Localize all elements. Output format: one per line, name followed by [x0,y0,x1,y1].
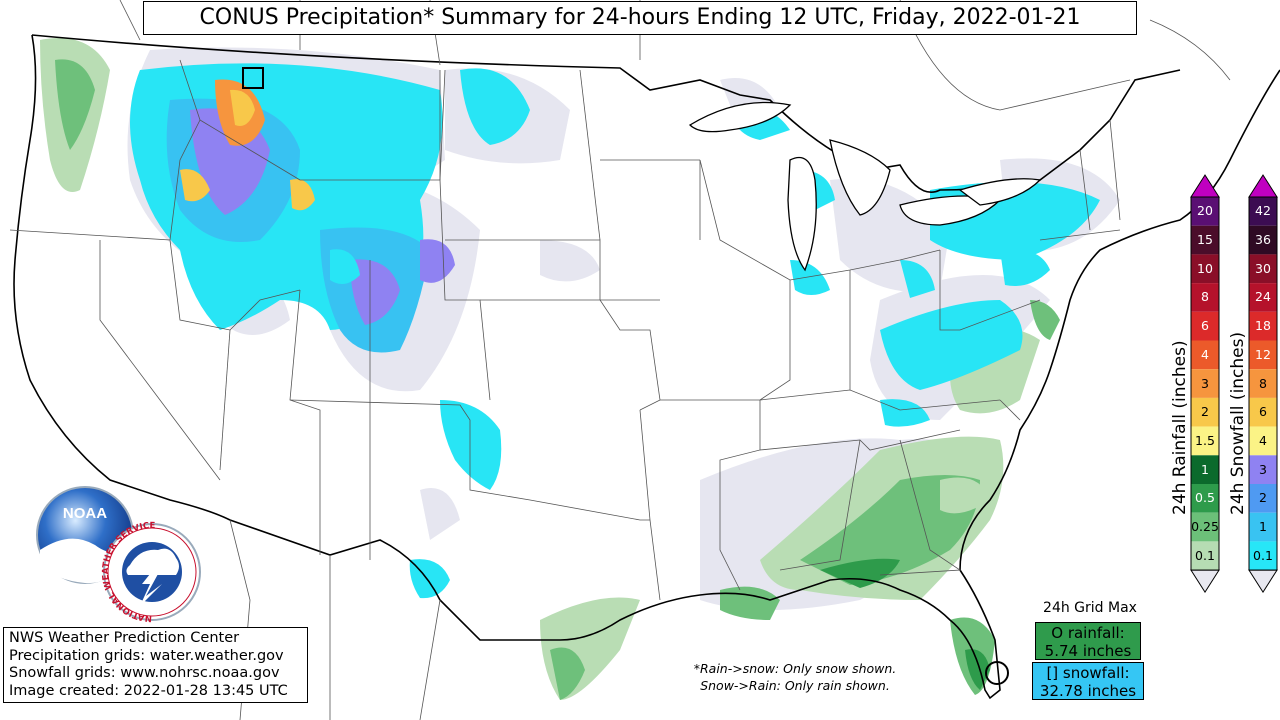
grid-max-snowfall-label: [] snowfall: [1046,664,1130,682]
credit-line-wpc: NWS Weather Prediction Center [9,630,240,646]
rainfall-scale-swatch [1191,340,1219,370]
snowfall-scale-tick-label: 36 [1255,232,1271,248]
snowfall-scale-swatch [1249,512,1277,542]
snowfall-scale-top-arrow [1248,174,1278,198]
snowfall-scale-tick-label: 2 [1259,490,1267,506]
grid-max-rainfall-value: 5.74 inches [1044,642,1132,660]
grid-max-rainfall-label: O rainfall: [1051,624,1125,642]
snowfall-scale-tick-label: 18 [1255,318,1271,334]
snowfall-scale-tick-label: 4 [1259,432,1267,448]
note-line-2: Snow->Rain: Only rain shown. [700,678,890,693]
credit-line-snow-source: Snowfall grids: www.nohrsc.noaa.gov [9,665,280,681]
credit-line-created: Image created: 2022-01-28 13:45 UTC [9,682,288,699]
state-borders [9,59,1121,601]
snowfall-scale-swatch [1249,426,1277,456]
rainfall-scale-bottom-arrow [1190,569,1220,594]
great-lakes [688,101,1042,272]
rainfall-scale-swatch [1191,311,1219,341]
snowfall-scale-swatch [1249,397,1277,427]
rainfall-scale-tick-label: 0.25 [1191,519,1219,535]
rainfall-scale-frame [1190,196,1220,571]
snowfall-scale-tick-label: 1 [1259,519,1267,535]
rainfall-scale-tick-label: 6 [1201,318,1209,334]
rainfall-scale-swatch [1191,541,1219,571]
rainfall-scale-swatch [1191,397,1219,427]
snowfall-scale-tick-label: 3 [1259,461,1267,477]
snowfall-scale-tick-label: 12 [1255,346,1271,362]
rainfall-scale-tick-label: 0.5 [1195,490,1215,506]
rainfall-scale-tick-label: 2 [1201,404,1209,420]
snowfall-scale-tick-label: 30 [1255,260,1271,276]
snowfall-max-marker [242,67,264,89]
snowfall-scale-swatch [1249,455,1277,484]
snowfall-scale-svg [1248,174,1278,594]
rainfall-scale-tick-label: 4 [1201,346,1209,362]
rainfall-scale-tick-label: 0.1 [1195,547,1215,563]
grid-max-rainfall: O rainfall: 5.74 inches [1035,622,1141,660]
nws-logo: NATIONAL WEATHER SERVICE [101,521,201,623]
snowfall-scale-swatch [1249,541,1277,571]
snowfall-scale-tick-label: 42 [1255,203,1271,219]
rainfall-scale-tick-label: 1 [1201,461,1209,477]
snowfall-scale-swatch [1249,484,1277,513]
map-title: CONUS Precipitation* Summary for 24-hour… [143,1,1137,35]
snowfall-scale-swatch [1249,225,1277,255]
rainfall-scale-svg [1190,174,1220,594]
snowfall-scale-swatch [1249,369,1277,398]
snowfall-scale-bottom-arrow [1248,569,1278,594]
rainfall-scale-swatch [1191,455,1219,484]
snowfall-scale-swatch [1249,254,1277,284]
rainfall-scale-tick-label: 10 [1197,260,1213,276]
note-line-1: *Rain->snow: Only snow shown. [693,661,897,676]
rainfall-scale-tick-label: 3 [1201,375,1209,391]
rainfall-scale-tick-label: 20 [1197,203,1213,219]
credit-line-precip-source: Precipitation grids: water.weather.gov [9,647,284,664]
snowfall-scale-frame [1248,196,1278,571]
rainfall-scale-swatch [1191,225,1219,255]
grid-max-title: 24h Grid Max [1043,600,1137,616]
grid-max-snowfall-value: 32.78 inches [1039,682,1137,700]
snowfall-scale-tick-label: 24 [1255,289,1271,305]
snowfall-scale-tick-label: 6 [1259,404,1267,420]
snowfall-scale-swatch [1249,311,1277,341]
noaa-logo-text: NOAA [63,505,107,522]
snowfall-scale-swatch [1249,340,1277,370]
credits-box: NWS Weather Prediction Center Precipitat… [3,627,308,703]
rainfall-scale-swatch [1191,369,1219,398]
rainfall-scale-tick-label: 15 [1197,232,1213,248]
rainfall-scale-label: 24h Rainfall (inches) [1170,340,1190,515]
rainfall-scale-top-arrow [1190,174,1220,198]
snowfall-scale-tick-label: 0.1 [1253,547,1273,563]
snowfall-scale-swatch [1249,283,1277,312]
snowfall-areas [130,63,1100,599]
rainfall-scale-swatch [1191,197,1219,226]
rainfall-scale-swatch [1191,254,1219,284]
snowfall-scale-swatch [1249,197,1277,226]
rainfall-scale-tick-label: 1.5 [1195,432,1215,448]
snowfall-scale-label: 24h Snowfall (inches) [1228,331,1248,515]
rainfall-scale-swatch [1191,426,1219,456]
snowfall-scale-tick-label: 8 [1259,375,1267,391]
rainfall-scale-swatch [1191,512,1219,542]
rainfall-scale-swatch [1191,283,1219,312]
rainfall-max-marker [985,661,1009,685]
rainfall-scale-tick-label: 8 [1201,289,1209,305]
rainfall-scale-swatch [1191,484,1219,513]
rain-snow-note: *Rain->snow: Only snow shown. Snow->Rain… [650,660,940,694]
grid-max-snowfall: [] snowfall: 32.78 inches [1032,662,1144,700]
